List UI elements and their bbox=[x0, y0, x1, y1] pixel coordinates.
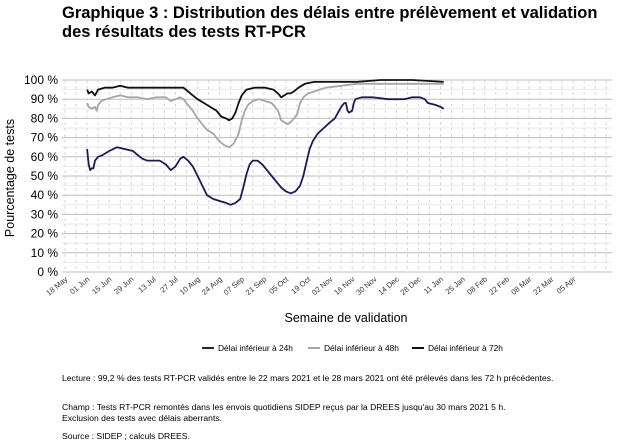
x-tick-label: 07 Sep bbox=[222, 275, 246, 297]
series-lines bbox=[86, 79, 445, 206]
legend-label: Délai inférieur à 48h bbox=[324, 343, 399, 353]
y-tick-labels: 0 % 10 % 20 % 30 % 40 % 50 % 60 % 70 % 80 % 90 % 1… bbox=[24, 73, 58, 279]
y-tick-label: 40 % bbox=[31, 188, 59, 202]
chart-title-line1: Graphique 3 : Distribution des délais en… bbox=[62, 4, 598, 22]
source-note: Source : SIDEP ; calculs DREES. bbox=[62, 431, 622, 442]
x-tick-label: 15 Jun bbox=[90, 275, 113, 297]
y-tick-label: 90 % bbox=[31, 92, 59, 106]
scope-note: Champ : Tests RT-PCR remontés dans les e… bbox=[62, 402, 622, 424]
x-tick-label: 30 Nov bbox=[354, 275, 378, 297]
x-tick-label: 08 Feb bbox=[465, 275, 489, 297]
x-tick-label: 10 Aug bbox=[178, 275, 202, 297]
x-tick-label: 13 Jul bbox=[136, 274, 158, 294]
x-tick-label: 16 Nov bbox=[332, 275, 356, 297]
legend-label: Délai inférieur à 72h bbox=[428, 343, 503, 353]
reading-note-text: Lecture : 99,2 % des tests RT-PCR validé… bbox=[62, 373, 554, 383]
x-tick-label: 22 Feb bbox=[487, 275, 511, 297]
x-tick-label: 02 Nov bbox=[310, 275, 334, 297]
scope-note-line2: Exclusion des tests avec délais aberrant… bbox=[62, 413, 223, 423]
x-tick-label: 01 Jun bbox=[68, 275, 91, 297]
chart-title-line2: des résultats des tests RT-PCR bbox=[62, 23, 306, 41]
y-tick-label: 0 % bbox=[37, 265, 58, 279]
x-tick-label: 05 Apr bbox=[555, 274, 578, 295]
x-tick-label: 29 Jun bbox=[112, 275, 135, 297]
y-tick-label: 100 % bbox=[24, 73, 58, 87]
x-tick-label: 05 Oct bbox=[267, 274, 291, 296]
y-tick-label: 60 % bbox=[31, 150, 59, 164]
x-axis-label: Semaine de validation bbox=[285, 311, 408, 325]
y-axis-label: Pourcentage de tests bbox=[3, 119, 17, 237]
x-tick-label: 21 Sep bbox=[244, 275, 268, 297]
y-tick-label: 20 % bbox=[31, 227, 59, 241]
y-tick-label: 80 % bbox=[31, 111, 59, 125]
x-tick-label: 22 Mar bbox=[531, 274, 555, 296]
x-tick-label: 08 Mar bbox=[509, 274, 533, 296]
x-tick-label: 19 Oct bbox=[289, 274, 313, 296]
y-tick-label: 10 % bbox=[31, 246, 59, 260]
legend-label: Délai inférieur à 24h bbox=[218, 343, 293, 353]
grid bbox=[62, 79, 612, 273]
source-note-text: Source : SIDEP ; calculs DREES. bbox=[62, 431, 190, 441]
x-tick-label: 24 Aug bbox=[200, 275, 224, 297]
y-tick-label: 30 % bbox=[31, 207, 59, 221]
x-tick-label: 11 Jan bbox=[422, 275, 445, 296]
series-line-2 bbox=[86, 82, 444, 149]
x-tick-label: 25 Jan bbox=[444, 275, 467, 297]
reading-note: Lecture : 99,2 % des tests RT-PCR validé… bbox=[62, 373, 622, 384]
legend: Délai inférieur à 24h Délai inférieur à 4… bbox=[202, 343, 503, 353]
scope-note-line1: Champ : Tests RT-PCR remontés dans les e… bbox=[62, 402, 506, 412]
series-line-3 bbox=[86, 79, 444, 122]
series-line-1 bbox=[86, 96, 445, 206]
x-tick-label: 27 Jul bbox=[158, 274, 180, 294]
x-tick-label: 14 Dec bbox=[376, 275, 400, 297]
chart-title: Graphique 3 : Distribution des délais en… bbox=[62, 4, 622, 42]
y-tick-label: 70 % bbox=[31, 131, 59, 145]
y-tick-label: 50 % bbox=[31, 169, 59, 183]
x-tick-label: 28 Dec bbox=[399, 275, 423, 297]
